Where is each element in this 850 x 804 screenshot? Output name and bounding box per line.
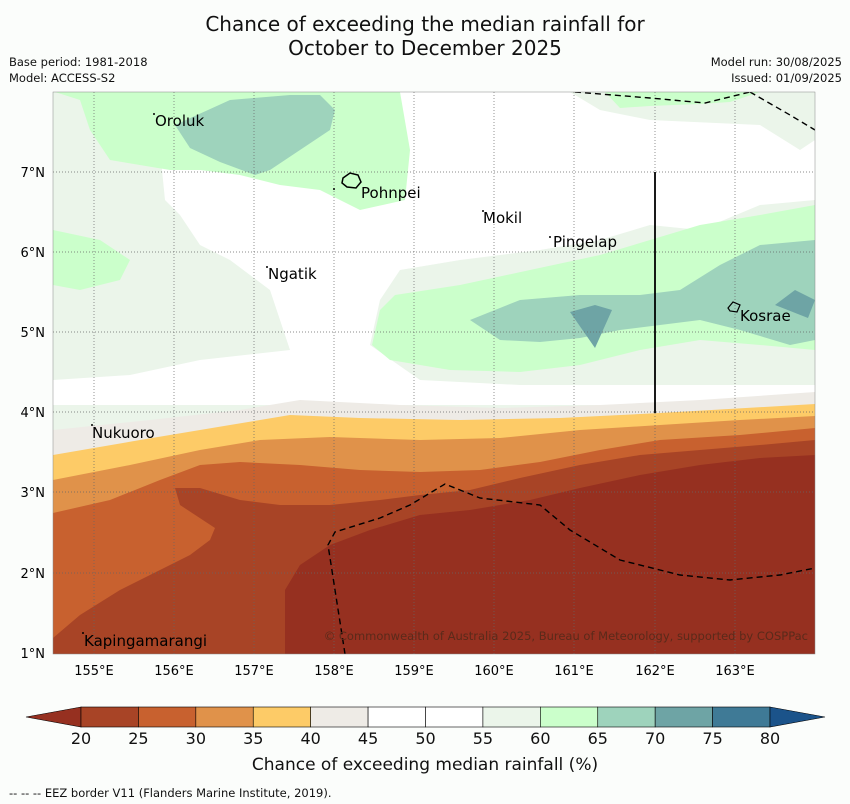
lon-tick: 157°E — [234, 664, 274, 679]
colorbar — [25, 706, 826, 728]
colorbar-swatch — [195, 706, 254, 728]
colorbar-swatch — [540, 706, 599, 728]
graticule — [53, 92, 815, 654]
base-period: Base period: 1981-2018 — [9, 55, 148, 69]
lon-tick: 155°E — [74, 664, 114, 679]
colorbar-swatch — [712, 706, 771, 728]
area-70-75-b — [775, 290, 815, 318]
colorbar-swatch — [367, 706, 426, 728]
colorbar-tick-label: 20 — [70, 729, 92, 748]
place-pohnpei: Pohnpei — [361, 184, 421, 202]
area-60-65-ne — [605, 92, 760, 108]
colorbar-tick-label: 80 — [759, 729, 781, 748]
area-65-70-oroluk — [175, 95, 335, 175]
place-kapingamarangi: Kapingamarangi — [84, 632, 207, 650]
area-70-75-a — [570, 305, 612, 348]
colorbar-swatch — [482, 706, 541, 728]
place-pingelap: Pingelap — [553, 233, 617, 251]
pohnpei-outline — [341, 172, 362, 189]
lat-tick: 3°N — [21, 486, 46, 501]
title-line-2: October to December 2025 — [288, 36, 562, 60]
area-60-65-east — [372, 205, 815, 372]
lon-tick: 162°E — [635, 664, 675, 679]
colorbar-swatch — [310, 706, 369, 728]
colorbar-tick-label: 25 — [128, 729, 149, 748]
lat-tick: 1°N — [21, 647, 46, 662]
lat-tick: 6°N — [21, 246, 46, 261]
model-name: Model: ACCESS-S2 — [9, 71, 116, 85]
place-ngatik: Ngatik — [268, 265, 317, 283]
colorbar-over-arrow — [769, 706, 826, 728]
colorbar-tick-label: 75 — [702, 729, 723, 748]
lat-tick: 2°N — [21, 567, 46, 582]
lon-tick: 156°E — [154, 664, 194, 679]
lon-tick: 160°E — [474, 664, 514, 679]
area-65-70-east — [470, 240, 815, 345]
colorbar-tick-label: 70 — [644, 729, 666, 748]
model-run: Model run: 30/08/2025 — [710, 55, 842, 69]
map-fill — [53, 92, 815, 654]
copyright-note: © Commonwealth of Australia 2025, Bureau… — [324, 629, 808, 643]
lon-tick: 161°E — [554, 664, 594, 679]
colorbar-tick-label: 40 — [300, 729, 321, 748]
eez-border — [327, 92, 815, 654]
colorbar-swatch — [138, 706, 197, 728]
meta-right: Model run: 30/08/2025 Issued: 01/09/2025 — [711, 54, 842, 86]
place-nukuoro: Nukuoro — [92, 424, 155, 442]
lat-tick: 4°N — [21, 406, 46, 421]
lon-tick: 159°E — [394, 664, 434, 679]
island-dots — [82, 113, 551, 634]
colorbar-under-arrow — [25, 706, 82, 728]
place-kosrae: Kosrae — [740, 307, 791, 325]
colorbar-tick-label: 65 — [587, 729, 608, 748]
eez-legend-note: -- -- -- EEZ border V11 (Flanders Marine… — [9, 786, 332, 800]
lat-tick: 7°N — [21, 166, 46, 181]
meta-left: Base period: 1981-2018 Model: ACCESS-S2 — [9, 54, 148, 86]
area-below-20 — [285, 455, 815, 654]
colorbar-tick-label: 55 — [472, 729, 494, 748]
colorbar-tick-label: 45 — [357, 729, 379, 748]
lon-tick: 158°E — [314, 664, 354, 679]
colorbar-swatch — [597, 706, 656, 728]
colorbar-tick-label: 30 — [185, 729, 207, 748]
colorbar-tick-label: 50 — [415, 729, 436, 748]
colorbar-swatch — [80, 706, 139, 728]
map-title: Chance of exceeding the median rainfall … — [0, 12, 850, 60]
place-mokil: Mokil — [483, 209, 522, 227]
colorbar-label: Chance of exceeding median rainfall (%) — [251, 755, 599, 775]
lat-tick: 5°N — [21, 326, 46, 341]
colorbar-swatch — [425, 706, 484, 728]
area-60-65-west — [53, 230, 130, 290]
colorbar-swatch — [654, 706, 713, 728]
map-frame — [52, 91, 816, 655]
title-line-1: Chance of exceeding the median rainfall … — [205, 12, 645, 36]
place-oroluk: Oroluk — [155, 112, 204, 130]
colorbar-tick-label: 60 — [530, 729, 551, 748]
colorbar-swatch — [252, 706, 311, 728]
colorbar-tick-label: 35 — [243, 729, 264, 748]
issued-date: Issued: 01/09/2025 — [731, 71, 842, 85]
kosrae-outline — [727, 301, 741, 313]
lon-tick: 163°E — [715, 664, 755, 679]
